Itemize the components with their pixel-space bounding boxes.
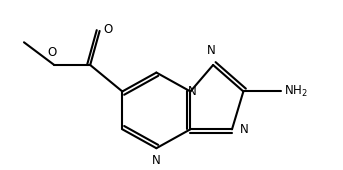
- Text: N: N: [152, 154, 161, 167]
- Text: N: N: [188, 85, 197, 98]
- Text: NH$_2$: NH$_2$: [284, 84, 308, 99]
- Text: O: O: [48, 46, 57, 59]
- Text: N: N: [207, 44, 216, 57]
- Text: N: N: [240, 123, 249, 136]
- Text: O: O: [104, 23, 113, 36]
